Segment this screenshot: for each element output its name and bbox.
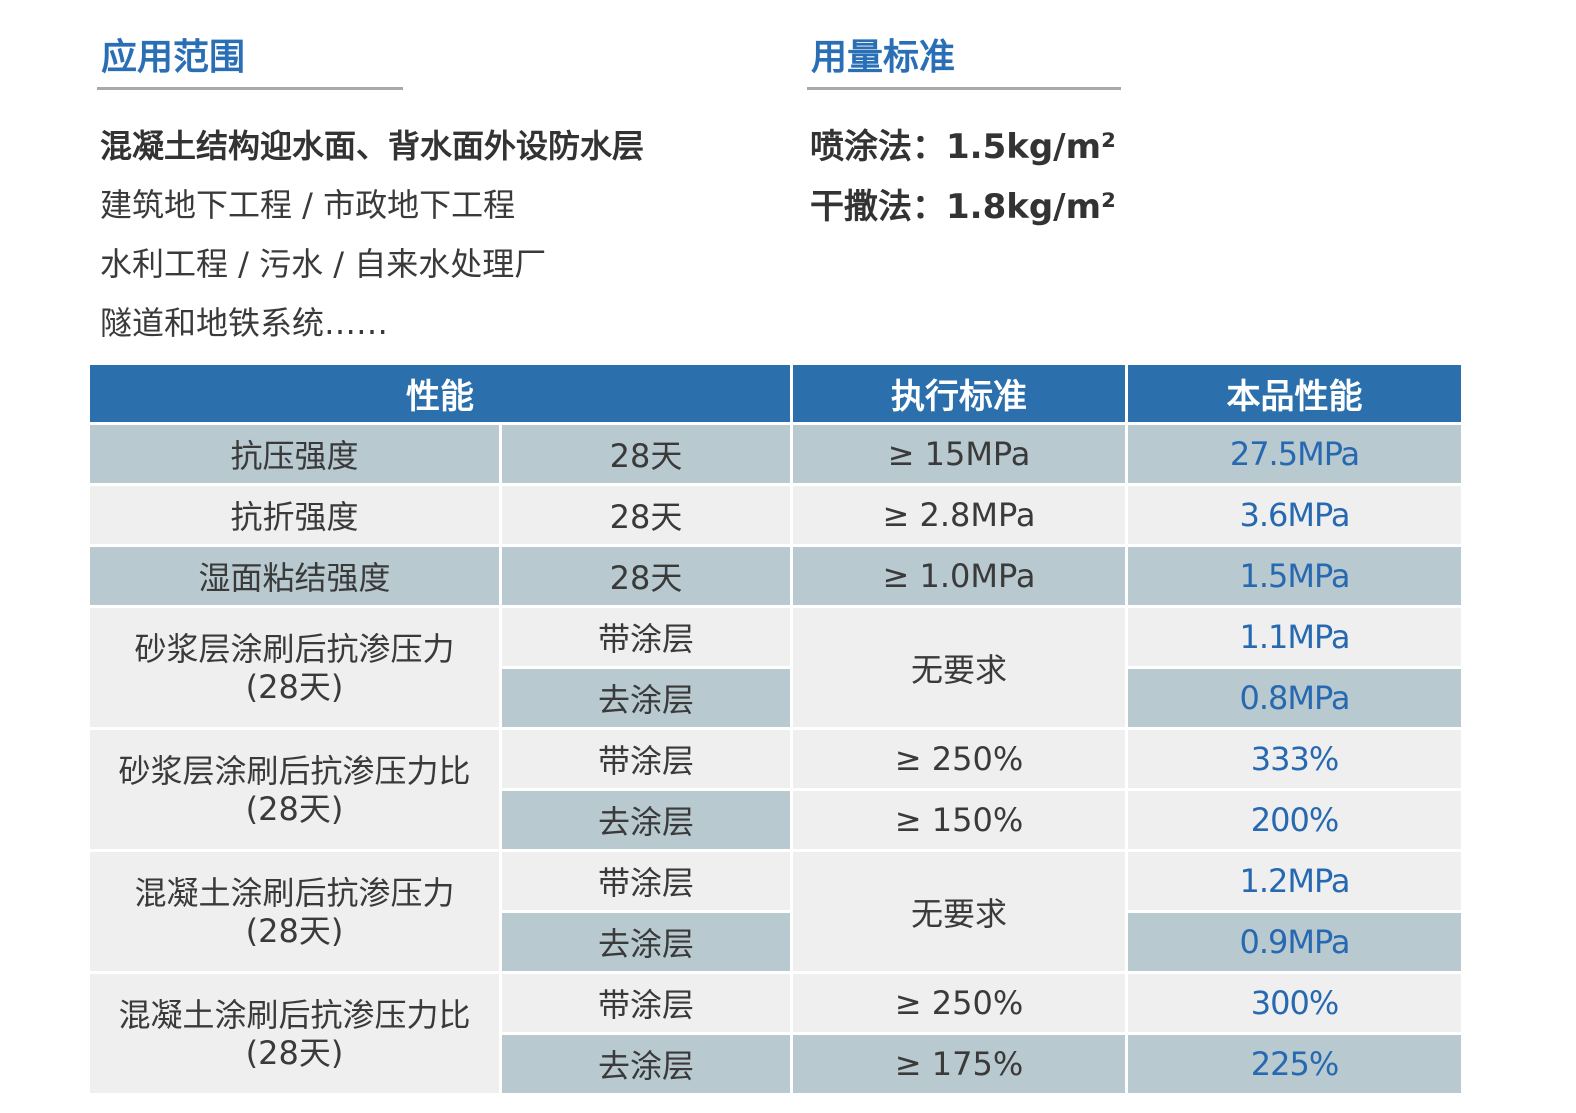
property-name: 砂浆层涂刷后抗渗压力比 [118,751,471,790]
table-row: 混凝土涂刷后抗渗压力比 (28天) 带涂层 ≥ 250% 300% [90,974,1461,1093]
standard-cell: ≥ 150% [793,791,1125,849]
property-cell: 抗压强度 [90,425,499,483]
value-cell: 27.5MPa [1128,425,1461,483]
standard-cell: ≥ 2.8MPa [793,486,1125,544]
value-cell: 225% [1128,1035,1461,1093]
table-row: 抗压强度 28天 ≥ 15MPa 27.5MPa [90,425,1461,483]
usage-dry: 干撒法：1.8kg/m² [810,187,1116,227]
header-performance: 性能 [90,365,790,422]
condition-cell: 带涂层 [502,730,790,788]
standard-cell: 无要求 [793,608,1125,727]
application-scope-title: 应用范围 [97,34,403,90]
property-age: (28天) [245,667,344,706]
property-age: (28天) [245,911,344,950]
standard-cell: ≥ 175% [793,1035,1125,1093]
value-cell: 3.6MPa [1128,486,1461,544]
condition-cell: 28天 [502,547,790,605]
property-cell: 砂浆层涂刷后抗渗压力比 (28天) [90,730,499,849]
property-name: 混凝土涂刷后抗渗压力比 [118,995,471,1034]
standard-cell: ≥ 1.0MPa [793,547,1125,605]
value-cell: 0.8MPa [1128,669,1461,727]
table-row: 去涂层 ≥ 175% 225% [90,1035,1461,1093]
table-row: 去涂层 0.8MPa [90,669,1461,727]
value-cell: 1.1MPa [1128,608,1461,666]
standard-cell: ≥ 15MPa [793,425,1125,483]
condition-cell: 去涂层 [502,1035,790,1093]
value-cell: 0.9MPa [1128,913,1461,971]
application-item: 隧道和地铁系统…… [100,304,389,342]
property-cell: 湿面粘结强度 [90,547,499,605]
property-name: 砂浆层涂刷后抗渗压力 [134,629,455,668]
usage-standard-title: 用量标准 [807,34,1121,90]
application-item: 建筑地下工程 / 市政地下工程 [100,186,516,224]
value-cell: 1.5MPa [1128,547,1461,605]
property-age: (28天) [245,1033,344,1072]
application-list: 混凝土结构迎水面、背水面外设防水层 建筑地下工程 / 市政地下工程 水利工程 /… [100,120,644,356]
condition-cell: 28天 [502,425,790,483]
table-header-row: 性能 执行标准 本品性能 [90,365,1461,422]
standard-cell: ≥ 250% [793,974,1125,1032]
property-cell: 抗折强度 [90,486,499,544]
condition-cell: 去涂层 [502,791,790,849]
table-row: 混凝土涂刷后抗渗压力 (28天) 带涂层 无要求 1.2MPa [90,852,1461,971]
application-item: 水利工程 / 污水 / 自来水处理厂 [100,245,547,283]
table-row: 去涂层 ≥ 150% 200% [90,791,1461,849]
property-cell: 砂浆层涂刷后抗渗压力 (28天) [90,608,499,727]
condition-cell: 带涂层 [502,852,790,910]
application-item: 混凝土结构迎水面、背水面外设防水层 [100,127,645,165]
standard-cell: 无要求 [793,852,1125,971]
value-cell: 200% [1128,791,1461,849]
condition-cell: 去涂层 [502,913,790,971]
header-product-value: 本品性能 [1128,365,1461,422]
value-cell: 1.2MPa [1128,852,1461,910]
property-cell: 混凝土涂刷后抗渗压力 (28天) [90,852,499,971]
table-row: 砂浆层涂刷后抗渗压力比 (28天) 带涂层 ≥ 250% 333% [90,730,1461,849]
condition-cell: 带涂层 [502,608,790,666]
condition-cell: 去涂层 [502,669,790,727]
condition-cell: 28天 [502,486,790,544]
condition-cell: 带涂层 [502,974,790,1032]
standard-cell: ≥ 250% [793,730,1125,788]
value-cell: 300% [1128,974,1461,1032]
property-age: (28天) [245,789,344,828]
table-row: 湿面粘结强度 28天 ≥ 1.0MPa 1.5MPa [90,547,1461,605]
property-cell: 混凝土涂刷后抗渗压力比 (28天) [90,974,499,1093]
table-row: 砂浆层涂刷后抗渗压力 (28天) 带涂层 无要求 1.1MPa [90,608,1461,727]
property-name: 混凝土涂刷后抗渗压力 [134,873,455,912]
usage-spray: 喷涂法：1.5kg/m² [810,127,1116,167]
header-standard: 执行标准 [793,365,1125,422]
value-cell: 333% [1128,730,1461,788]
table-row: 去涂层 0.9MPa [90,913,1461,971]
performance-table: 性能 执行标准 本品性能 抗压强度 28天 ≥ 15MPa 27.5MPa 抗折… [87,362,1464,1096]
usage-list: 喷涂法：1.5kg/m² 干撒法：1.8kg/m² [810,120,1116,240]
table-row: 抗折强度 28天 ≥ 2.8MPa 3.6MPa [90,486,1461,544]
